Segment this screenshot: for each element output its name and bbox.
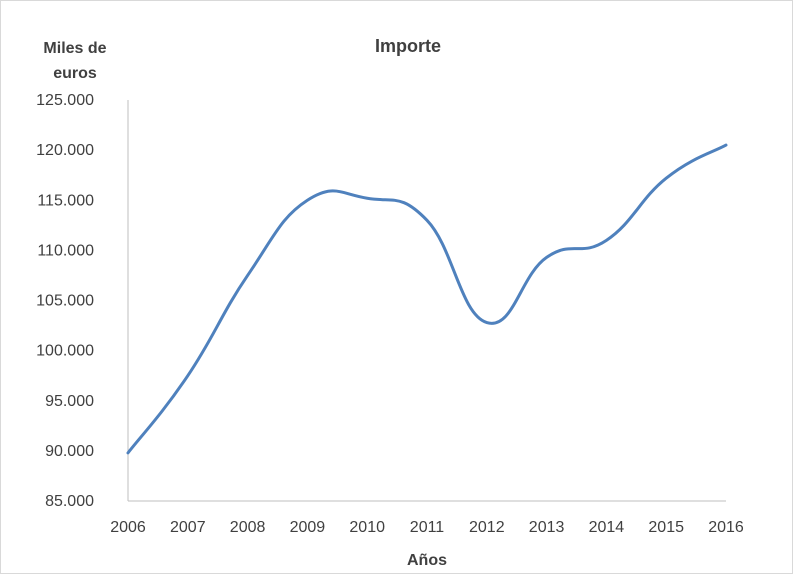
y-axis-ticks: 85.000 90.000 95.000 100.000 105.000 110.000 1…: [36, 92, 94, 510]
x-tick-label: 2008: [230, 519, 266, 536]
x-tick-label: 2013: [529, 519, 565, 536]
y-tick-label: 110.000: [37, 242, 94, 259]
series-line-importe: [126, 143, 728, 455]
x-tick-label: 2015: [648, 519, 684, 536]
y-tick-label: 85.000: [45, 493, 94, 510]
y-tick-label: 115.000: [37, 192, 94, 209]
chart-title: Importe: [375, 36, 441, 56]
y-axis-title-line-1: Miles de: [43, 40, 106, 57]
x-tick-label: 2012: [469, 519, 505, 536]
x-tick-label: 2006: [110, 519, 146, 536]
x-axis-title: Años: [407, 552, 447, 569]
x-tick-label: 2007: [170, 519, 206, 536]
y-tick-label: 105.000: [36, 293, 94, 310]
y-tick-label: 100.000: [36, 343, 94, 360]
y-tick-label: 120.000: [36, 142, 94, 159]
x-axis-ticks: 2006 2007 2008 2009 2010 2011 2012 2013 2014 2015…: [110, 519, 744, 536]
y-tick-label: 95.000: [45, 393, 94, 410]
y-axis-title: Miles de euros: [43, 40, 106, 82]
x-tick-label: 2014: [589, 519, 625, 536]
x-tick-label: 2011: [410, 519, 445, 536]
x-tick-label: 2016: [708, 519, 744, 536]
x-tick-label: 2009: [290, 519, 326, 536]
y-axis-title-line-2: euros: [53, 65, 97, 82]
y-tick-label: 125.000: [36, 92, 94, 109]
y-tick-label: 90.000: [45, 443, 94, 460]
x-tick-label: 2010: [349, 519, 385, 536]
